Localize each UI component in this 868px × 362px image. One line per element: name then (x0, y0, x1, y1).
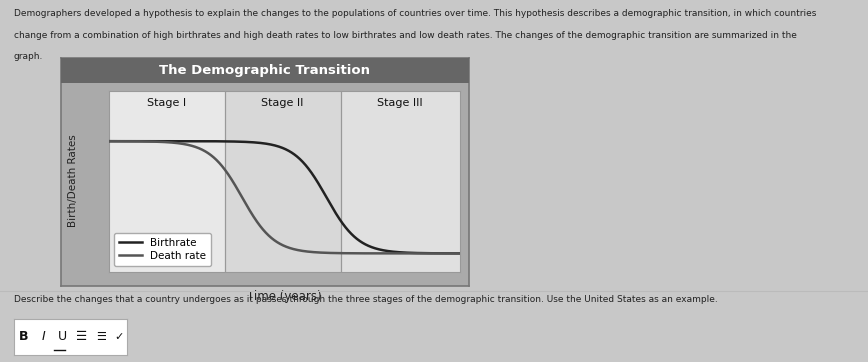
Text: Demographers developed a hypothesis to explain the changes to the populations of: Demographers developed a hypothesis to e… (14, 9, 816, 18)
Text: U: U (58, 330, 67, 343)
Text: Time (years): Time (years) (247, 290, 321, 303)
Bar (340, 90, 460, 272)
Text: ✓: ✓ (114, 332, 123, 342)
Text: The Demographic Transition: The Demographic Transition (159, 64, 371, 77)
Text: ☰: ☰ (76, 330, 87, 343)
Text: Stage I: Stage I (147, 98, 186, 108)
Text: Stage II: Stage II (261, 98, 304, 108)
Text: B: B (19, 330, 29, 343)
Bar (108, 90, 225, 272)
Text: I: I (42, 330, 45, 343)
Text: Describe the changes that a country undergoes as it passes through the three sta: Describe the changes that a country unde… (14, 295, 718, 304)
Text: change from a combination of high birthrates and high death rates to low birthra: change from a combination of high birthr… (14, 31, 797, 40)
Bar (225, 90, 340, 272)
Legend: Birthrate, Death rate: Birthrate, Death rate (114, 233, 212, 266)
Text: Birth/Death Rates: Birth/Death Rates (69, 135, 78, 227)
Text: graph.: graph. (14, 52, 43, 62)
Text: ☰: ☰ (95, 332, 106, 342)
Text: Stage III: Stage III (378, 98, 423, 108)
